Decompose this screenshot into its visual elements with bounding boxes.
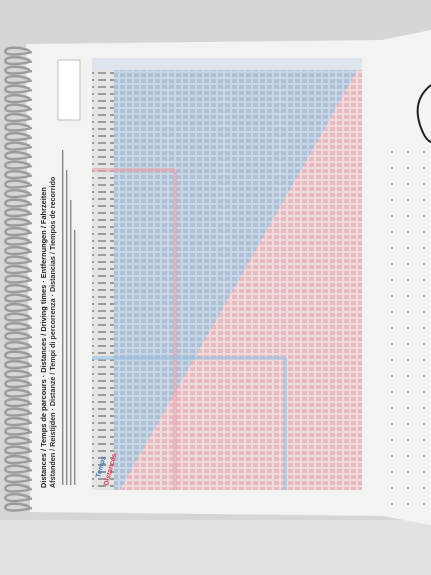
spiral-loop	[4, 293, 33, 303]
spiral-loop	[4, 245, 33, 256]
spiral-loop	[4, 131, 33, 142]
spiral-loop	[4, 445, 33, 455]
spiral-loop	[4, 435, 33, 446]
spiral-loop	[4, 321, 33, 332]
spiral-loop	[4, 179, 33, 189]
spiral-loop	[4, 169, 33, 180]
spiral-loop	[4, 141, 33, 151]
spiral-loop	[4, 416, 33, 427]
spiral-loop	[4, 217, 33, 227]
spiral-loop	[4, 150, 33, 161]
spiral-loop	[4, 255, 33, 265]
spiral-loop	[4, 483, 33, 493]
spiral-loop	[4, 46, 33, 56]
spiral-loop	[4, 236, 33, 246]
spiral-loop	[4, 226, 33, 237]
spiral-loop	[4, 302, 33, 313]
table-surface	[0, 520, 431, 575]
spiral-loop	[4, 388, 33, 398]
spiral-loop	[4, 331, 33, 341]
spiral-loop	[4, 426, 33, 436]
spiral-loop	[4, 454, 33, 465]
spiral-loop	[4, 407, 33, 417]
spiral-loop	[4, 397, 33, 408]
spiral-loop	[4, 274, 33, 284]
spiral-loop	[4, 378, 33, 389]
spiral-loop	[4, 359, 33, 370]
spiral-loop	[4, 283, 33, 294]
spiral-loop	[4, 93, 33, 104]
spiral-loop	[4, 160, 33, 170]
title: Distances / Temps de parcours · Distance…	[39, 187, 48, 488]
spiral-loop	[4, 74, 33, 85]
spiral-loop	[4, 84, 33, 94]
spiral-loop	[4, 188, 33, 199]
spiral-loop	[4, 464, 33, 474]
spiral-loop	[4, 55, 33, 66]
spiral-loop	[4, 198, 33, 208]
spiral-loop	[4, 492, 33, 503]
distance-table	[92, 58, 362, 490]
subtitle: Afstanden / Reistijden · Distanze / Temp…	[48, 176, 57, 488]
spiral-loop	[4, 103, 33, 113]
spiral-loop	[4, 65, 33, 75]
info-lines	[62, 150, 76, 485]
spiral-loop	[4, 112, 33, 123]
spiral-loop	[4, 340, 33, 351]
spiral-loop	[4, 369, 33, 379]
spiral-loop	[4, 350, 33, 360]
spiral-binding	[4, 46, 33, 512]
sketch	[416, 84, 431, 143]
key-box	[57, 59, 81, 121]
spiral-loop	[4, 312, 33, 322]
spiral-loop	[4, 122, 33, 132]
spiral-loop	[4, 264, 33, 275]
dot-grid	[388, 150, 431, 510]
spiral-loop	[4, 207, 33, 218]
spiral-loop	[4, 473, 33, 484]
spiral-loop	[4, 502, 33, 512]
